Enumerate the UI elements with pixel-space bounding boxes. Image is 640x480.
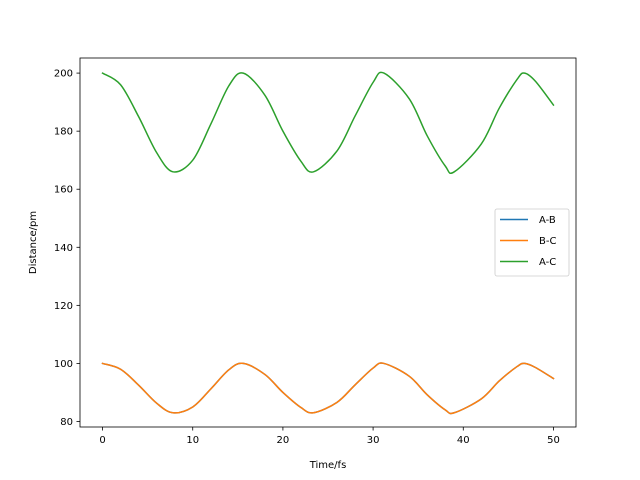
y-axis-label: Distance/pm — [28, 211, 39, 274]
x-axis-label: Time/fs — [309, 460, 347, 471]
y-tick-label: 200 — [54, 69, 73, 80]
y-tick-label: 80 — [60, 417, 73, 428]
legend-box — [494, 208, 570, 277]
x-tick-label: 50 — [547, 435, 560, 446]
plot-frame — [79, 57, 577, 428]
x-tick-label: 0 — [99, 435, 105, 446]
legend: A-B B-C A-C — [494, 208, 570, 277]
y-tick-label: 180 — [54, 127, 73, 138]
series-layer — [101, 71, 555, 415]
y-axis-ticks: 80 100 120 140 160 180 200 — [54, 69, 80, 428]
y-tick-label: 160 — [54, 185, 73, 196]
x-tick-label: 40 — [457, 435, 470, 446]
series-line-b-c — [101, 362, 555, 415]
y-tick-label: 120 — [54, 301, 73, 312]
legend-label: B-C — [539, 236, 556, 247]
x-tick-label: 10 — [186, 435, 199, 446]
legend-label: A-C — [539, 257, 556, 268]
x-tick-label: 30 — [367, 435, 380, 446]
y-tick-label: 140 — [54, 243, 73, 254]
y-tick-label: 100 — [54, 359, 73, 370]
x-axis-ticks: 0 10 20 30 40 50 — [99, 427, 560, 446]
series-line-a-c — [101, 71, 555, 175]
legend-label: A-B — [539, 215, 556, 226]
x-tick-label: 20 — [277, 435, 290, 446]
